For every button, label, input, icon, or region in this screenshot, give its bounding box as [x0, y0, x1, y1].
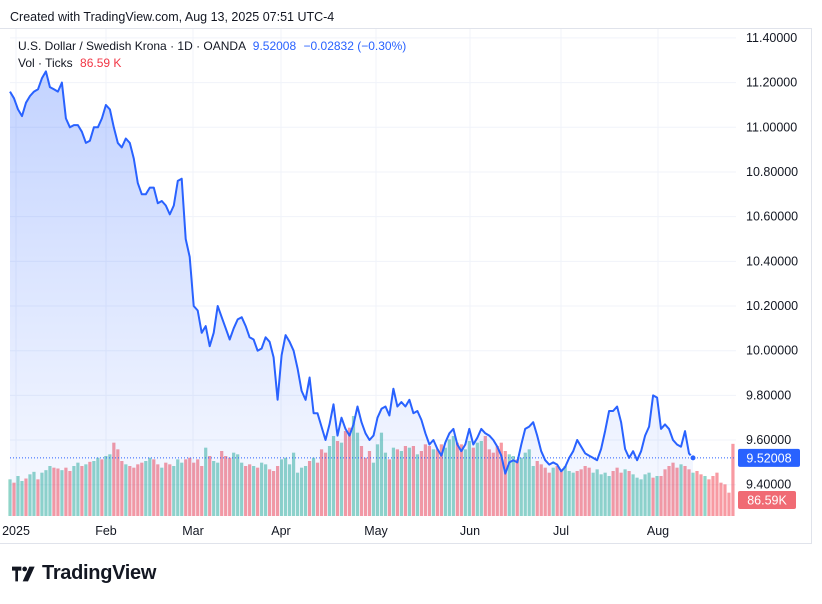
y-tick-label-5: 10.40000	[746, 254, 798, 268]
y-tick-label-10: 9.40000	[746, 478, 791, 492]
y-tick-label-7: 10.00000	[746, 344, 798, 358]
y-tick-label-1: 11.20000	[746, 76, 797, 90]
tradingview-logo[interactable]: TradingView	[12, 562, 156, 585]
last-price-badge-text: 9.52008	[746, 451, 791, 465]
volume-bar	[695, 471, 699, 516]
volume-bar	[711, 476, 715, 516]
legend-price: 9.52008	[252, 39, 297, 53]
volume-bar	[699, 474, 703, 516]
chart-legend: U.S. Dollar / Swedish Krona · 1D · OANDA…	[18, 38, 406, 72]
volume-bar	[727, 492, 731, 516]
legend-symbol[interactable]: U.S. Dollar / Swedish Krona · 1D · OANDA	[18, 39, 246, 53]
x-tick-label-3: Apr	[271, 524, 290, 538]
y-tick-label-2: 11.00000	[746, 120, 797, 134]
volume-bar	[715, 472, 719, 516]
x-tick-label-6: Jul	[553, 524, 569, 538]
y-tick-label-0: 11.40000	[746, 31, 797, 45]
tradingview-logo-icon	[12, 566, 35, 581]
volume-bar	[731, 443, 735, 516]
x-tick-label-5: Jun	[460, 524, 480, 538]
legend-vol-label[interactable]: Vol · Ticks	[18, 56, 73, 70]
volume-bar	[707, 479, 711, 516]
last-price-dot	[689, 454, 697, 462]
last-volume-badge-text: 86.59K	[747, 494, 787, 508]
legend-symbol-row: U.S. Dollar / Swedish Krona · 1D · OANDA…	[18, 38, 406, 55]
x-tick-label-2: Mar	[182, 524, 204, 538]
y-tick-label-3: 10.80000	[746, 165, 798, 179]
volume-bar	[719, 482, 723, 516]
created-caption: Created with TradingView.com, Aug 13, 20…	[10, 10, 335, 24]
y-tick-label-8: 9.80000	[746, 388, 791, 402]
tradingview-logo-text: TradingView	[42, 562, 157, 584]
y-tick-label-6: 10.20000	[746, 299, 798, 313]
chart-frame	[0, 28, 812, 544]
x-tick-label-0: 2025	[2, 524, 30, 538]
price-line	[9, 70, 694, 475]
x-tick-label-1: Feb	[95, 524, 117, 538]
x-tick-label-7: Aug	[647, 524, 669, 538]
y-tick-label-4: 10.60000	[746, 210, 798, 224]
legend-volume-row: Vol · Ticks 86.59 K	[18, 55, 406, 72]
legend-change: −0.02832 (−0.30%)	[303, 39, 407, 53]
last-volume-badge	[738, 491, 796, 509]
volume-bar	[723, 484, 727, 516]
x-tick-label-4: May	[364, 524, 388, 538]
price-area	[10, 71, 693, 517]
volume-bar	[703, 476, 707, 516]
y-tick-label-9: 9.60000	[746, 433, 791, 447]
legend-vol-value: 86.59 K	[80, 56, 122, 70]
last-price-badge	[738, 448, 800, 467]
